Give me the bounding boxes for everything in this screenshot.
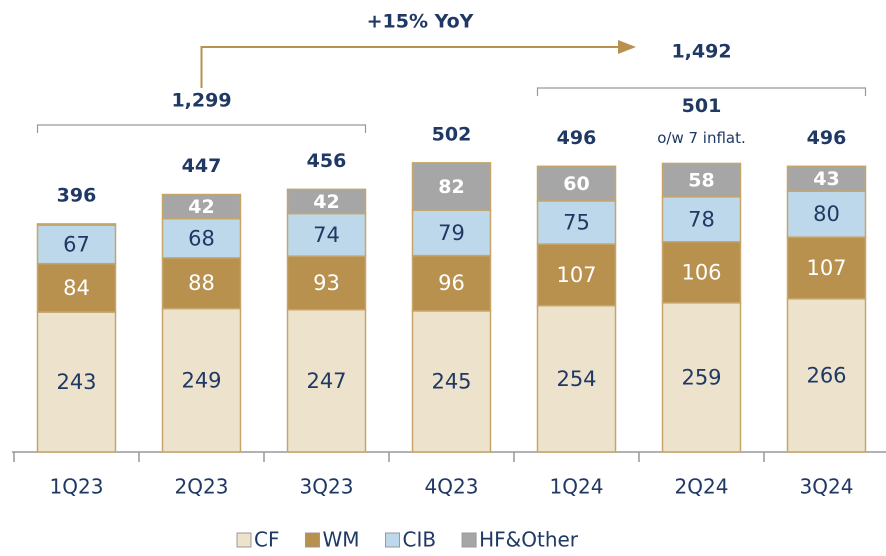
total-label: 456 <box>307 150 347 172</box>
segment-label: 266 <box>806 363 846 387</box>
bar-segment <box>161 257 242 310</box>
segment-label: 58 <box>688 170 714 192</box>
segment-label: 78 <box>688 207 715 231</box>
bar-segment <box>786 190 867 238</box>
total-note: o/w 7 inflat. <box>657 129 746 147</box>
segment-label: 82 <box>438 176 464 198</box>
segment-label: 84 <box>63 276 90 300</box>
bar-segment <box>536 243 617 307</box>
segment-label: 74 <box>313 223 340 247</box>
segment-label: 60 <box>563 173 589 195</box>
legend-swatch <box>385 532 400 548</box>
total-label: 501 <box>682 95 722 117</box>
bar-segment <box>411 162 492 211</box>
segment-label: 247 <box>306 369 346 393</box>
segment-label: 249 <box>181 368 221 392</box>
legend-label: WM <box>322 528 359 552</box>
segment-label: 68 <box>188 226 215 250</box>
bar-segment <box>161 193 242 220</box>
total-label: 396 <box>57 184 97 206</box>
bar-segment <box>36 311 117 453</box>
x-tick-label: 3Q24 <box>800 475 854 499</box>
bar-segment <box>286 212 367 257</box>
segment-label: 75 <box>563 210 590 234</box>
bar-segment <box>661 241 742 304</box>
bar-segment <box>286 255 367 311</box>
bar-segment <box>786 165 867 192</box>
bar-segment <box>161 307 242 453</box>
segment-label: 67 <box>63 232 90 256</box>
legend-label: CF <box>254 528 279 552</box>
segment-label: 42 <box>188 196 214 218</box>
group-bracket <box>536 87 867 96</box>
legend-swatch <box>304 532 320 548</box>
bar-segment <box>36 262 117 313</box>
segment-label: 43 <box>813 168 839 190</box>
bar-segment <box>786 236 867 300</box>
x-tick-label: 4Q23 <box>425 475 479 499</box>
segment-label: 79 <box>438 221 465 245</box>
legend-swatch <box>236 532 252 548</box>
segment-label: 245 <box>431 369 471 393</box>
x-tick-label: 1Q24 <box>550 475 604 499</box>
bar-segment <box>661 162 742 198</box>
total-label: 496 <box>807 127 847 149</box>
bar-segment <box>536 200 617 245</box>
segment-label: 42 <box>313 191 339 213</box>
bar-segment <box>661 302 742 453</box>
group-bracket <box>36 124 367 133</box>
x-tick-label: 2Q24 <box>675 475 729 499</box>
segment-label: 107 <box>556 263 596 287</box>
legend-label: CIB <box>403 528 437 552</box>
total-label: 447 <box>182 155 222 177</box>
bar-segment <box>36 224 117 265</box>
legend-swatch <box>461 532 477 548</box>
segment-label: 96 <box>438 271 465 295</box>
segment-label: 93 <box>313 271 340 295</box>
growth-label: +15% YoY <box>367 11 474 33</box>
segment-label: 80 <box>813 202 840 226</box>
bar-segment <box>36 223 117 226</box>
group-total-label: 1,492 <box>671 41 731 63</box>
segment-label: 88 <box>188 271 215 295</box>
growth-arrow <box>200 46 620 88</box>
legend-label: HF&Other <box>479 528 579 552</box>
bar-segment <box>786 298 867 453</box>
arrow-head <box>618 40 636 54</box>
segment-label: 243 <box>56 370 96 394</box>
bar-segment <box>286 188 367 215</box>
group-total-label: 1,299 <box>171 90 231 112</box>
total-label: 502 <box>432 123 472 145</box>
segment-label: 106 <box>681 260 721 284</box>
segment-label: 259 <box>681 365 721 389</box>
segment-label: 254 <box>556 367 596 391</box>
bar-segment <box>536 165 617 202</box>
bar-segment <box>411 310 492 453</box>
bar-segment <box>286 308 367 453</box>
segment-label: 107 <box>806 256 846 280</box>
bar-segment <box>411 254 492 312</box>
total-label: 496 <box>557 127 597 149</box>
x-tick-label: 3Q23 <box>300 475 354 499</box>
x-tick-label: 1Q23 <box>50 475 104 499</box>
x-tick-label: 2Q23 <box>175 475 229 499</box>
